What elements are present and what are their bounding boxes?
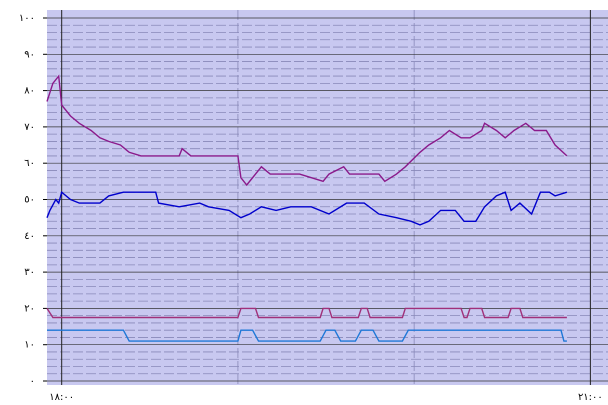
y-tick-label: ٠ [30,376,35,387]
series-line [46,307,567,319]
y-tick-label: ٣٠ [24,267,35,278]
y-tick-label: ١٠٠ [19,13,35,24]
y-tick-label: ٦٠ [24,158,35,169]
y-tick-label: ١٠ [24,340,35,351]
series-line [47,329,567,342]
y-tick-label: ٤٠ [24,231,35,242]
y-tick-label: ٢٠ [24,303,35,314]
x-tick-label: ١٨:٠٠ [49,392,74,403]
y-tick-label: ٩٠ [24,49,35,60]
x-tick-label: ٢١:٠٠ [578,392,603,403]
y-tick-label: ٧٠ [24,122,35,133]
plot-background [47,10,608,385]
y-tick-label: ٥٠ [24,195,35,206]
series-line [46,74,568,187]
y-tick-label: ٨٠ [24,86,35,97]
series-line [46,190,568,226]
